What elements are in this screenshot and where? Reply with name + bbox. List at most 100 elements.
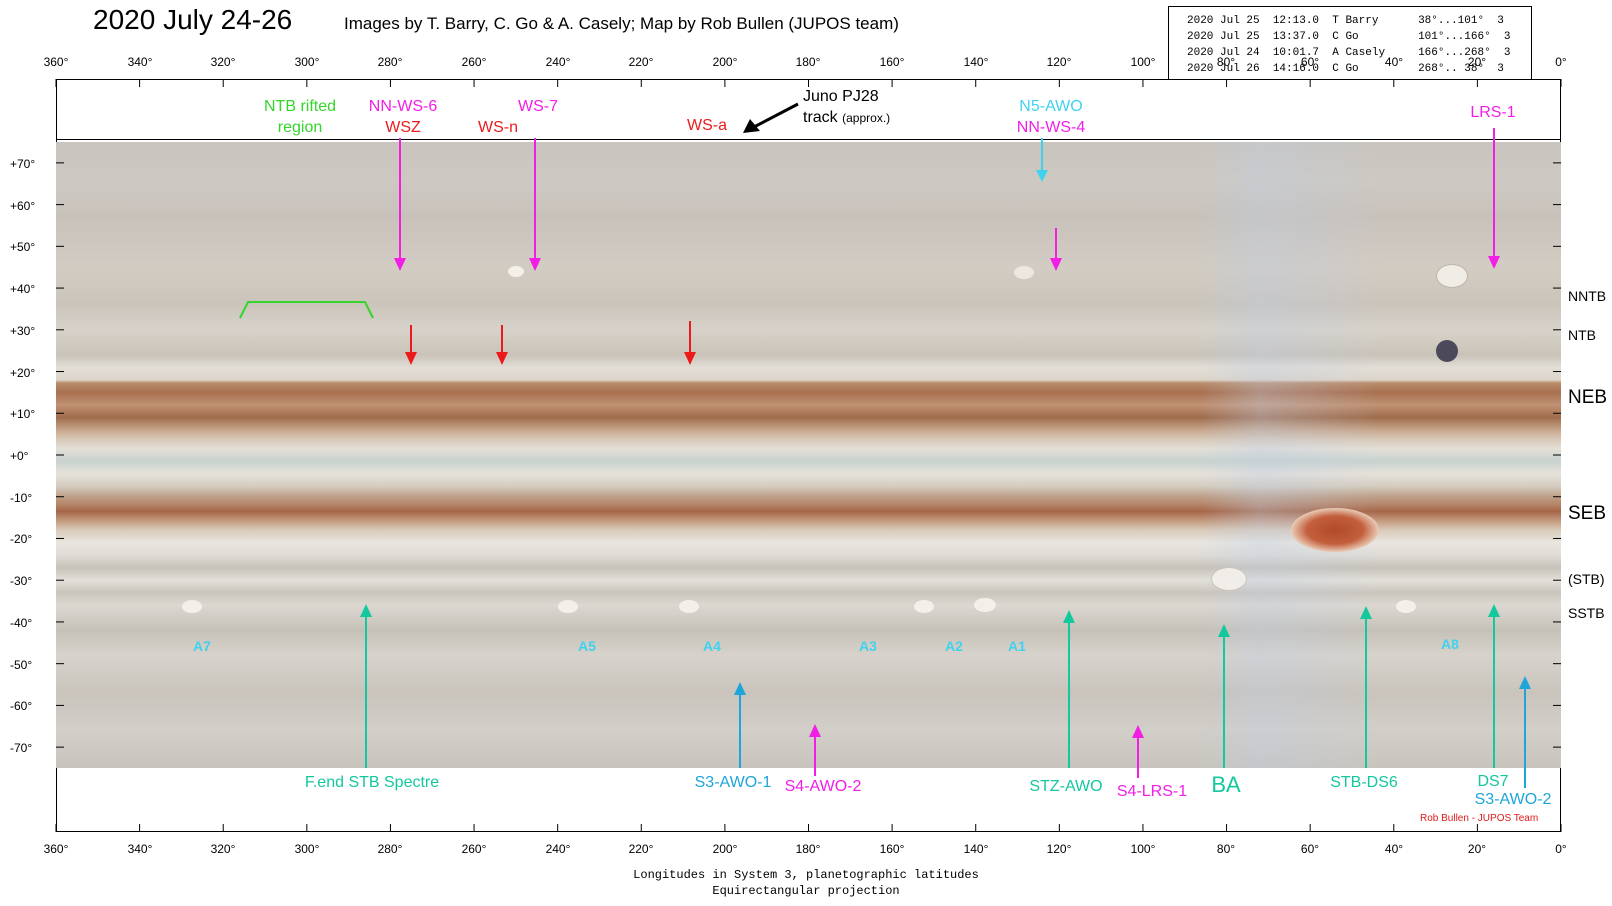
moon-shadow: [1436, 340, 1458, 362]
lon-tick-label: 0°: [1555, 55, 1567, 69]
map-top-border: [56, 139, 1561, 140]
great-red-spot: [1291, 508, 1379, 552]
lat-tick-label: -50°: [10, 658, 33, 672]
lon-tick-label: 280°: [377, 842, 403, 856]
band-label-neb: NEB: [1568, 387, 1608, 408]
oval-ba: [1211, 567, 1247, 591]
lat-tick-label: +0°: [10, 449, 29, 463]
oval-a7: [182, 600, 202, 613]
lon-tick-label: 120°: [1046, 55, 1072, 69]
lon-tick-label: 160°: [879, 55, 905, 69]
label-stz-awo: STZ-AWO: [1029, 778, 1103, 795]
arrow-nn-ws-4: [1050, 228, 1062, 271]
label-ba: BA: [1211, 772, 1241, 797]
lon-tick-label: 100°: [1130, 55, 1156, 69]
arrow-n5-awo: [1036, 138, 1048, 182]
oval-a2: [914, 600, 934, 613]
lon-tick-label: 220°: [628, 842, 654, 856]
band-label-seb: SEB: [1568, 503, 1607, 524]
lon-tick-label: 300°: [294, 842, 320, 856]
bracket-ntb-rifted: [239, 301, 374, 319]
arrow-s3-awo-2: [1519, 676, 1531, 788]
lon-tick-label: 360°: [43, 842, 69, 856]
label-ds7: DS7: [1477, 773, 1509, 790]
band-label-nntb: NNTB: [1568, 288, 1607, 304]
arrow-juno-track: [743, 102, 799, 133]
oval-ws7: [508, 266, 524, 277]
oval-a8: [1396, 600, 1416, 613]
observation-row: 2020 Jul 25 13:37.0 C Go 101°...166° 3: [1187, 31, 1511, 43]
spot-label-a7: A7: [193, 638, 211, 654]
lat-tick-label: -20°: [10, 532, 33, 546]
label-ws-a: WS-a: [687, 117, 727, 134]
lat-tick-label: +10°: [10, 407, 36, 421]
lon-tick-label: 120°: [1046, 842, 1072, 856]
lon-tick-label: 320°: [210, 55, 236, 69]
spot-label-a3: A3: [859, 638, 877, 654]
lat-tick-label: -40°: [10, 616, 33, 630]
spot-label-a1: A1: [1008, 638, 1026, 654]
spot-label-a8: A8: [1441, 636, 1459, 652]
lon-tick-label: 260°: [461, 55, 487, 69]
lat-tick-label: -10°: [10, 491, 33, 505]
label-ws-7-ws-n: WS-7 WS-n: [478, 98, 558, 136]
lon-tick-label: 180°: [795, 842, 821, 856]
lon-tick-label: 340°: [127, 842, 153, 856]
label-nn-ws-6-wsz: NN-WS-6 WSZ: [368, 98, 438, 136]
label-juno-track: Juno PJ28 track (approx.): [803, 88, 891, 126]
lon-tick-label: 240°: [545, 55, 571, 69]
arrow-ba: [1218, 624, 1230, 768]
band-label-sstb: SSTB: [1568, 605, 1605, 621]
arrow-fend: [360, 604, 372, 768]
lon-tick-label: 280°: [377, 55, 403, 69]
observation-row: 2020 Jul 26 14:16.0 C Go 268°.. 38° 3: [1187, 63, 1504, 75]
lon-tick-label: 0°: [1555, 842, 1567, 856]
lon-tick-label: 100°: [1130, 842, 1156, 856]
arrow-ws-n: [496, 325, 508, 365]
observation-table: 2020 Jul 25 12:13.0 T Barry 38°...101° 3…: [1168, 6, 1532, 86]
arrow-lrs-1: [1488, 128, 1500, 269]
oval-a1: [974, 598, 996, 612]
lat-tick-label: +30°: [10, 324, 36, 338]
label-s3-awo-1: S3-AWO-1: [694, 774, 772, 791]
label-stb-ds6: STB-DS6: [1330, 774, 1398, 791]
band-label-stb: (STB): [1568, 571, 1605, 587]
observation-row: 2020 Jul 25 12:13.0 T Barry 38°...101° 3: [1187, 15, 1504, 27]
label-n5-awo-nn-ws-4: N5-AWO NN-WS-4: [1016, 98, 1086, 136]
lon-tick-label: 360°: [43, 55, 69, 69]
lon-tick-label: 140°: [963, 55, 989, 69]
lon-tick-label: 320°: [210, 842, 236, 856]
lat-tick-label: +40°: [10, 282, 36, 296]
observation-row: 2020 Jul 24 10:01.7 A Casely 166°...268°…: [1187, 47, 1511, 59]
lon-tick-label: 220°: [628, 55, 654, 69]
lat-tick-label: +20°: [10, 366, 36, 380]
lon-tick-label: 200°: [712, 55, 738, 69]
spot-label-a4: A4: [703, 638, 721, 654]
spot-label-a2: A2: [945, 638, 963, 654]
lat-tick-label: -60°: [10, 699, 33, 713]
band-label-ntb: NTB: [1568, 327, 1596, 343]
lon-tick-label: 160°: [879, 842, 905, 856]
oval-a4: [679, 600, 699, 613]
lon-tick-label: 60°: [1300, 842, 1320, 856]
lat-tick-label: +70°: [10, 157, 36, 171]
lon-tick-label: 40°: [1384, 55, 1404, 69]
lon-tick-label: 240°: [545, 842, 571, 856]
label-s4-lrs-1: S4-LRS-1: [1116, 783, 1188, 800]
oval-nn-ws-4: [1014, 266, 1034, 279]
arrow-nn-ws-6: [394, 138, 406, 271]
jupiter-map-image: [56, 142, 1561, 768]
lon-tick-label: 40°: [1384, 842, 1404, 856]
arrow-s3-awo-1: [734, 682, 746, 768]
author-signature: Rob Bullen - JUPOS Team: [1420, 813, 1539, 824]
lon-tick-label: 340°: [127, 55, 153, 69]
lat-tick-label: -70°: [10, 741, 33, 755]
lat-tick-label: +60°: [10, 199, 36, 213]
image-credits: Images by T. Barry, C. Go & A. Casely; M…: [344, 14, 899, 33]
lat-tick-label: +50°: [10, 240, 36, 254]
spot-label-a5: A5: [578, 638, 596, 654]
arrow-stz-awo: [1063, 610, 1075, 768]
lon-tick-label: 180°: [795, 55, 821, 69]
lat-tick-label: -30°: [10, 574, 33, 588]
